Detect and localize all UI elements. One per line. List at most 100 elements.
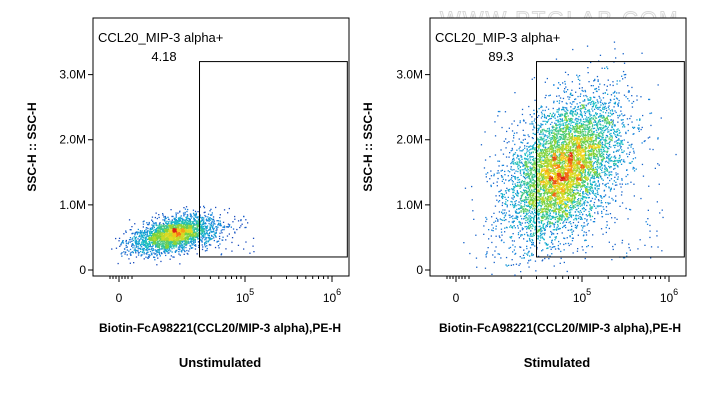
event-dot <box>189 244 191 247</box>
event-dot <box>579 126 581 128</box>
event-dot <box>163 242 166 244</box>
event-dot <box>565 130 567 132</box>
event-dot <box>524 210 526 212</box>
event-dot <box>620 140 622 142</box>
event-dot <box>195 212 197 214</box>
event-dot <box>154 241 156 243</box>
event-dot <box>517 179 519 181</box>
event-dot <box>542 189 545 192</box>
event-dot <box>592 234 594 236</box>
event-dot <box>188 223 190 226</box>
event-dot <box>158 236 160 238</box>
event-dot <box>575 159 577 161</box>
event-dot <box>190 238 193 241</box>
event-dot <box>154 249 156 251</box>
event-dot <box>192 236 195 238</box>
event-dot <box>147 230 149 232</box>
event-dot <box>185 224 187 226</box>
event-dot <box>175 240 177 242</box>
event-dot <box>558 141 560 143</box>
event-dot <box>577 162 579 164</box>
event-dot <box>533 187 535 189</box>
event-dot <box>155 239 157 241</box>
event-dot <box>187 233 189 235</box>
event-dot <box>604 145 606 147</box>
event-dot <box>574 110 577 112</box>
event-dot <box>153 235 155 238</box>
event-dot <box>167 223 169 225</box>
event-dot <box>505 201 507 203</box>
event-dot <box>140 237 142 239</box>
event-dot <box>210 235 213 237</box>
event-dot <box>537 139 539 141</box>
event-dot <box>527 218 529 220</box>
event-dot <box>207 240 210 242</box>
event-dot <box>149 241 151 243</box>
event-dot <box>146 251 148 254</box>
event-dot <box>533 220 535 222</box>
event-dot <box>142 251 144 253</box>
event-dot <box>493 221 495 224</box>
event-dot <box>131 244 133 246</box>
event-dot <box>614 95 616 97</box>
event-dot <box>539 194 541 196</box>
event-dot <box>513 240 515 242</box>
event-dot <box>524 154 527 156</box>
event-dot <box>519 146 521 148</box>
event-dot <box>598 143 600 145</box>
event-dot <box>206 230 208 232</box>
event-dot <box>161 233 163 236</box>
event-dot <box>600 156 602 158</box>
event-dot <box>546 158 548 160</box>
event-dot <box>166 236 168 238</box>
event-dot <box>585 137 587 139</box>
event-dot <box>578 152 580 154</box>
event-dot <box>508 247 510 249</box>
event-dot <box>567 197 569 199</box>
event-dot <box>175 226 178 228</box>
event-dot <box>131 238 133 240</box>
event-dot <box>148 235 150 237</box>
event-dot <box>210 224 212 227</box>
event-dot <box>545 94 547 97</box>
event-dot <box>147 245 149 247</box>
event-dot <box>517 233 520 236</box>
event-dot <box>172 221 174 224</box>
event-dot <box>558 165 561 168</box>
event-dot <box>591 197 594 200</box>
event-dot <box>146 223 149 226</box>
event-dot <box>183 247 185 249</box>
event-dot <box>155 249 157 252</box>
event-dot <box>618 129 620 132</box>
event-dot <box>182 233 184 235</box>
event-dot <box>147 255 150 258</box>
event-dot <box>514 246 516 248</box>
event-dot <box>602 137 604 139</box>
event-dot <box>570 180 572 183</box>
event-dot <box>163 245 165 248</box>
event-dot <box>153 237 155 240</box>
event-dot <box>173 235 175 237</box>
event-dot <box>560 215 563 217</box>
event-dot <box>154 235 157 237</box>
event-dot <box>620 163 623 165</box>
event-dot <box>564 138 566 141</box>
event-dot <box>570 175 573 178</box>
event-dot <box>181 226 183 229</box>
event-dot <box>182 222 184 225</box>
event-dot <box>208 237 210 240</box>
event-dot <box>511 221 513 223</box>
event-dot <box>579 203 581 205</box>
event-dot <box>159 222 161 224</box>
event-dot <box>600 116 602 118</box>
event-dot <box>164 238 167 240</box>
event-dot <box>139 230 142 232</box>
event-dot <box>193 215 195 217</box>
event-dot <box>557 247 559 250</box>
event-dot <box>146 230 149 233</box>
event-dot <box>614 146 616 149</box>
event-dot <box>534 189 536 191</box>
event-dots <box>111 205 255 266</box>
event-dot <box>164 239 166 241</box>
event-dot <box>533 190 535 193</box>
